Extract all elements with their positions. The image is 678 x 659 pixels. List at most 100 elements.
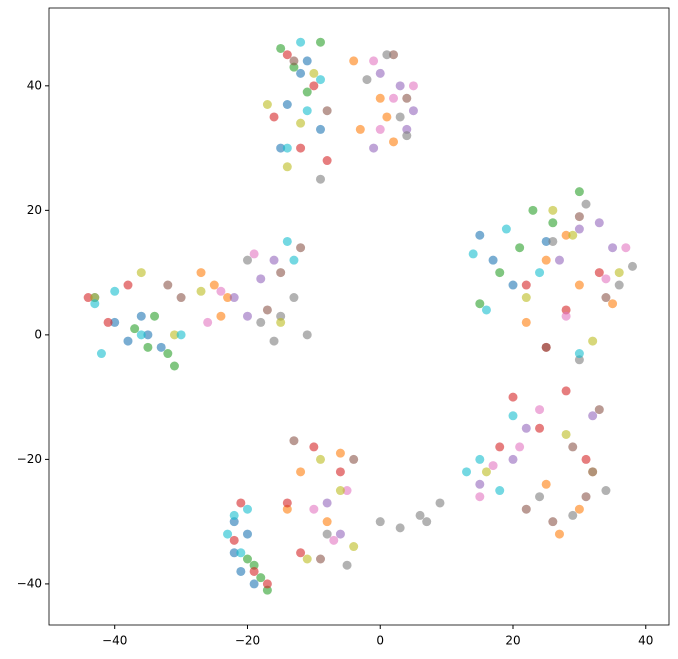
point <box>103 317 113 327</box>
point <box>296 37 306 47</box>
point <box>389 93 399 103</box>
point <box>574 504 584 514</box>
point <box>322 156 332 166</box>
point <box>302 554 312 564</box>
point <box>315 124 325 134</box>
point <box>581 199 591 209</box>
point <box>229 548 239 558</box>
point <box>242 529 252 539</box>
point <box>568 510 578 520</box>
y-tick-label: 40 <box>27 78 42 92</box>
x-tick-label: −40 <box>102 634 127 648</box>
point <box>468 249 478 259</box>
point <box>242 504 252 514</box>
point <box>315 75 325 85</box>
point <box>136 311 146 321</box>
point <box>495 486 505 496</box>
point <box>203 317 213 327</box>
point <box>335 448 345 458</box>
point <box>541 255 551 265</box>
point <box>143 330 153 340</box>
point <box>315 37 325 47</box>
point <box>515 442 525 452</box>
point <box>608 299 618 309</box>
point <box>481 305 491 315</box>
point <box>216 286 226 296</box>
point <box>282 50 292 60</box>
point <box>309 504 319 514</box>
point <box>475 454 485 464</box>
point <box>395 112 405 122</box>
point <box>309 68 319 78</box>
point <box>150 311 160 321</box>
point <box>322 529 332 539</box>
point <box>554 529 564 539</box>
point <box>249 560 259 570</box>
point <box>521 293 531 303</box>
point <box>176 330 186 340</box>
point <box>96 349 106 359</box>
point <box>508 454 518 464</box>
point <box>83 293 93 303</box>
point <box>276 43 286 53</box>
y-tick-label: 20 <box>27 203 42 217</box>
point <box>627 261 637 271</box>
point <box>574 212 584 222</box>
point <box>561 429 571 439</box>
y-tick-label: −40 <box>17 576 42 590</box>
point <box>223 293 233 303</box>
point <box>169 330 179 340</box>
point <box>335 467 345 477</box>
point <box>236 548 246 558</box>
point <box>402 131 412 141</box>
point <box>561 311 571 321</box>
point <box>581 454 591 464</box>
point <box>375 68 385 78</box>
x-tick-label: 0 <box>376 634 384 648</box>
point <box>475 230 485 240</box>
point <box>535 268 545 278</box>
point <box>369 56 379 66</box>
point <box>535 423 545 433</box>
point <box>216 311 226 321</box>
point <box>488 255 498 265</box>
point <box>594 218 604 228</box>
point <box>262 100 272 110</box>
point <box>256 317 266 327</box>
point <box>276 317 286 327</box>
point <box>276 143 286 153</box>
point <box>315 554 325 564</box>
point <box>581 492 591 502</box>
point <box>249 566 259 576</box>
point <box>110 286 120 296</box>
point <box>548 205 558 215</box>
point <box>501 224 511 234</box>
point <box>163 280 173 290</box>
point <box>422 517 432 527</box>
point <box>574 349 584 359</box>
point <box>475 479 485 489</box>
point <box>282 162 292 172</box>
point <box>289 293 299 303</box>
point <box>256 274 266 284</box>
point <box>322 106 332 116</box>
point <box>588 411 598 421</box>
point <box>242 255 252 265</box>
point <box>256 573 266 583</box>
point <box>574 355 584 365</box>
point <box>269 336 279 346</box>
x-tick-label: 40 <box>638 634 653 648</box>
point <box>302 87 312 97</box>
point <box>488 461 498 471</box>
point <box>229 535 239 545</box>
point <box>242 311 252 321</box>
point <box>508 280 518 290</box>
point <box>389 50 399 60</box>
point <box>276 268 286 278</box>
point <box>123 280 133 290</box>
point <box>614 280 624 290</box>
point <box>355 124 365 134</box>
point <box>90 299 100 309</box>
y-tick-label: −20 <box>17 452 42 466</box>
